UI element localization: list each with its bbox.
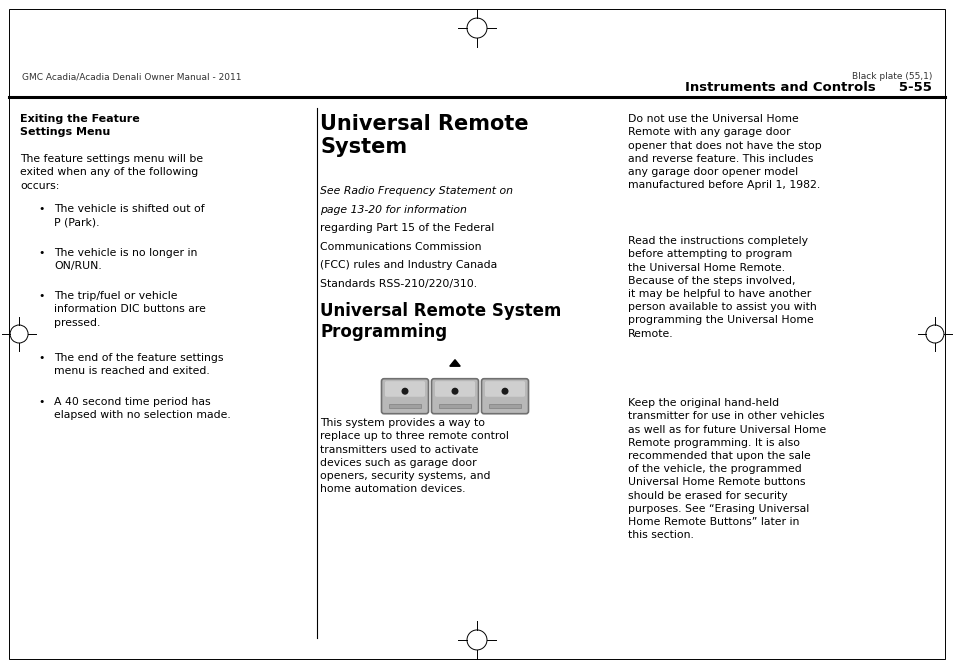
Text: Standards RSS-210/220/310.: Standards RSS-210/220/310. (319, 279, 476, 289)
Text: Do not use the Universal Home
Remote with any garage door
opener that does not h: Do not use the Universal Home Remote wit… (627, 114, 821, 190)
Text: The feature settings menu will be
exited when any of the following
occurs:: The feature settings menu will be exited… (20, 154, 203, 190)
Text: Universal Remote System
Programming: Universal Remote System Programming (319, 302, 560, 341)
FancyBboxPatch shape (381, 379, 428, 413)
Text: A 40 second time period has
elapsed with no selection made.: A 40 second time period has elapsed with… (54, 397, 231, 420)
Polygon shape (449, 359, 459, 366)
FancyBboxPatch shape (481, 379, 528, 413)
Bar (438, 403, 471, 408)
Text: •: • (38, 204, 45, 214)
FancyBboxPatch shape (435, 381, 475, 397)
Text: The vehicle is no longer in
ON/RUN.: The vehicle is no longer in ON/RUN. (54, 248, 197, 271)
Text: GMC Acadia/Acadia Denali Owner Manual - 2011: GMC Acadia/Acadia Denali Owner Manual - … (22, 72, 241, 81)
Text: •: • (38, 291, 45, 301)
Text: The trip/fuel or vehicle
information DIC buttons are
pressed.: The trip/fuel or vehicle information DIC… (54, 291, 206, 327)
Text: page 13-20 for information: page 13-20 for information (319, 204, 466, 214)
Circle shape (452, 388, 457, 394)
Text: Read the instructions completely
before attempting to program
the Universal Home: Read the instructions completely before … (627, 236, 816, 339)
Text: This system provides a way to
replace up to three remote control
transmitters us: This system provides a way to replace up… (319, 418, 508, 494)
Text: (FCC) rules and Industry Canada: (FCC) rules and Industry Canada (319, 261, 497, 271)
Bar (489, 403, 520, 408)
Text: Keep the original hand-held
transmitter for use in other vehicles
as well as for: Keep the original hand-held transmitter … (627, 398, 825, 540)
Text: •: • (38, 397, 45, 407)
Text: Exiting the Feature
Settings Menu: Exiting the Feature Settings Menu (20, 114, 139, 138)
Text: •: • (38, 248, 45, 258)
Text: Communications Commission: Communications Commission (319, 242, 481, 252)
Text: Instruments and Controls     5-55: Instruments and Controls 5-55 (684, 81, 931, 94)
Text: Universal Remote
System: Universal Remote System (319, 114, 528, 156)
FancyBboxPatch shape (385, 381, 424, 397)
Text: See Radio Frequency Statement on: See Radio Frequency Statement on (319, 186, 513, 196)
Circle shape (501, 388, 507, 394)
Text: Black plate (55,1): Black plate (55,1) (851, 72, 931, 81)
Text: •: • (38, 353, 45, 363)
FancyBboxPatch shape (431, 379, 478, 413)
Circle shape (402, 388, 407, 394)
Text: regarding Part 15 of the Federal: regarding Part 15 of the Federal (319, 223, 494, 233)
Text: The end of the feature settings
menu is reached and exited.: The end of the feature settings menu is … (54, 353, 223, 376)
Text: The vehicle is shifted out of
P (Park).: The vehicle is shifted out of P (Park). (54, 204, 204, 227)
FancyBboxPatch shape (484, 381, 524, 397)
Bar (389, 403, 420, 408)
